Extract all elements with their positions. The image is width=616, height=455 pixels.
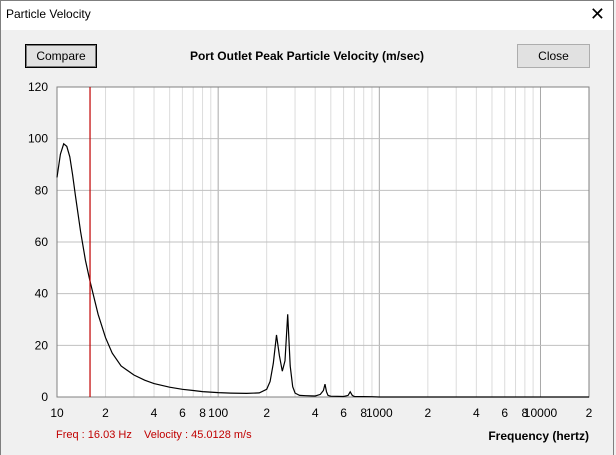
status-frequency: Freq : 16.03 Hz (56, 429, 132, 441)
x-tick-label: 2 (263, 406, 270, 420)
x-tick-label: 1000 (366, 406, 393, 420)
x-tick-label: 8 (522, 406, 529, 420)
x-tick-label: 6 (179, 406, 186, 420)
y-tick-label: 0 (41, 390, 48, 404)
x-tick-label: 6 (340, 406, 347, 420)
x-tick-label: 6 (501, 406, 508, 420)
x-tick-label: 2 (424, 406, 431, 420)
title-bar: Particle Velocity ✕ (0, 0, 614, 30)
x-tick-label: 2 (586, 406, 593, 420)
y-tick-label: 40 (35, 287, 49, 301)
x-tick-label: 2 (102, 406, 109, 420)
y-tick-label: 60 (35, 235, 49, 249)
y-tick-label: 120 (28, 80, 48, 94)
plot-frame (56, 86, 590, 398)
window-title: Particle Velocity (6, 7, 91, 21)
y-tick-label: 20 (35, 338, 49, 352)
y-tick-label: 80 (35, 183, 49, 197)
velocity-series-line (56, 142, 589, 398)
x-tick-label: 4 (312, 406, 319, 420)
compare-button[interactable]: Compare (25, 44, 97, 68)
x-tick-label: 8 (199, 406, 206, 420)
x-tick-label: 10000 (524, 406, 558, 420)
status-velocity: Velocity : 45.0128 m/s (144, 429, 252, 441)
close-button[interactable]: Close (517, 44, 590, 68)
x-tick-label: 10 (50, 406, 64, 420)
x-tick-label: 4 (151, 406, 158, 420)
x-tick-label: 8 (360, 406, 367, 420)
chart-title: Port Outlet Peak Particle Velocity (m/se… (189, 49, 425, 63)
x-tick-label: 100 (208, 406, 228, 420)
y-tick-label: 100 (28, 132, 48, 146)
x-axis-label: Frequency (hertz) (488, 429, 589, 443)
x-tick-label: 4 (473, 406, 480, 420)
window-close-icon[interactable]: ✕ (589, 4, 605, 25)
